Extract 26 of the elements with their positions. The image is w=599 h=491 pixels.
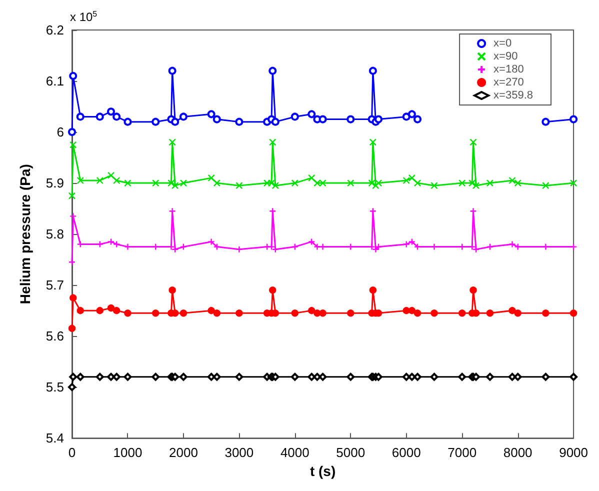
y-tick-label: 5.9 [46, 176, 64, 191]
legend-label: x=0 [494, 38, 512, 50]
x-tick-label: 0 [68, 445, 76, 460]
y-tick-label: 5.5 [46, 380, 64, 395]
x-tick-label: 6000 [392, 445, 421, 460]
y-tick-label: 6 [56, 124, 64, 140]
y-tick-label: 5.6 [46, 328, 64, 344]
x-tick-label: 3000 [224, 445, 254, 460]
x-tick-label: 8000 [503, 445, 532, 460]
y-tick-label: 6.1 [46, 74, 64, 89]
legend-label: x=270 [494, 76, 524, 88]
y-tick-label: 5.4 [46, 430, 64, 446]
x-tick-label: 9000 [559, 445, 588, 460]
x-tick-label: 4000 [280, 445, 310, 460]
y-tick-label: 5.8 [46, 226, 64, 242]
x-tick-label: 5000 [336, 445, 366, 460]
x-tick-label: 7000 [448, 445, 477, 460]
x-tick-label: 2000 [168, 445, 198, 460]
x-tick-label: 1000 [113, 445, 142, 460]
legend-label: x=180 [494, 64, 524, 76]
y-axis-title: Helium pressure (Pa) [17, 164, 33, 304]
y-tick-label: 6.2 [46, 22, 64, 38]
y-tick-label: 5.7 [46, 278, 64, 293]
legend-label: x=90 [494, 50, 518, 62]
x-axis-title: t (s) [310, 463, 336, 479]
legend-label: x=359.8 [494, 90, 533, 102]
